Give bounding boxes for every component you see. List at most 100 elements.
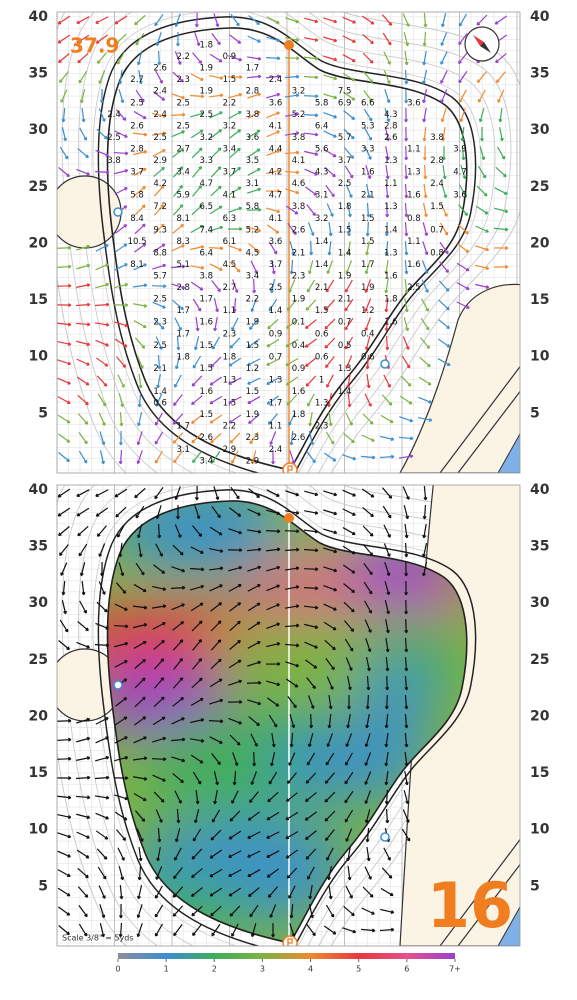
slope-arrow xyxy=(404,88,409,104)
slope-value: 2.1 xyxy=(315,283,329,293)
slope-arrow xyxy=(193,809,200,824)
slope-arrow xyxy=(79,89,86,104)
slope-arrow xyxy=(494,187,508,195)
slope-arrow xyxy=(285,490,300,497)
slope-arrow xyxy=(190,281,204,291)
slope-arrow xyxy=(209,395,223,405)
slope-arrow xyxy=(404,713,409,729)
slope-arrow xyxy=(94,302,110,307)
slope-arrow xyxy=(213,486,220,501)
slope-arrow xyxy=(460,165,467,180)
slope-arrow xyxy=(60,89,68,103)
slope-arrow xyxy=(344,165,354,179)
slope-value: 7.4 xyxy=(200,225,214,235)
slope-arrow xyxy=(309,713,314,729)
slope-value: 1.8 xyxy=(223,352,237,362)
slope-arrow xyxy=(134,677,146,689)
slope-arrow xyxy=(404,107,409,123)
slope-arrow xyxy=(459,184,468,198)
slope-arrow xyxy=(304,17,319,24)
slope-value: 1.3 xyxy=(269,375,283,385)
slope-arrow xyxy=(384,713,389,729)
slope-arrow xyxy=(76,358,90,366)
slope-arrow xyxy=(383,543,391,557)
slope-value: 5.2 xyxy=(246,225,260,235)
slope-arrow xyxy=(404,675,409,691)
slope-arrow xyxy=(170,112,186,117)
slope-arrow xyxy=(210,129,223,139)
slope-arrow xyxy=(265,188,281,193)
slope-arrow xyxy=(229,639,241,650)
slope-arrow xyxy=(442,164,447,180)
slope-value: 4.2 xyxy=(153,179,167,189)
slope-arrow xyxy=(133,319,147,329)
slope-arrow xyxy=(327,866,332,881)
slope-arrow xyxy=(307,260,314,275)
path-line xyxy=(439,365,520,473)
slope-arrow xyxy=(209,526,223,536)
slope-arrow xyxy=(76,283,91,288)
slope-arrow xyxy=(323,452,337,462)
slope-arrow xyxy=(364,127,372,141)
slope-value: 0.7 xyxy=(269,352,283,362)
slope-arrow xyxy=(271,449,276,465)
slope-arrow xyxy=(343,128,355,140)
slope-arrow xyxy=(265,56,281,61)
slope-value: 2.4 xyxy=(269,445,283,455)
slope-value: 1.8 xyxy=(384,295,398,305)
slope-arrow xyxy=(345,412,353,426)
slope-arrow xyxy=(360,455,376,460)
slope-arrow xyxy=(77,886,89,898)
slope-arrow xyxy=(115,506,127,518)
slope-arrow xyxy=(171,756,186,763)
slope-arrow xyxy=(306,924,316,937)
slope-arrow xyxy=(326,847,334,861)
entry-icon xyxy=(287,938,293,946)
slope-arrow xyxy=(364,317,371,332)
slope-arrow xyxy=(114,794,129,801)
slope-value: 0.4 xyxy=(292,341,306,351)
slope-value: 2.6 xyxy=(200,433,214,443)
slope-arrow xyxy=(231,923,239,937)
slope-arrow xyxy=(365,827,370,843)
slope-arrow xyxy=(213,13,220,28)
slope-arrow xyxy=(385,675,390,691)
slope-value: 0.9 xyxy=(223,52,237,62)
slope-arrow xyxy=(210,147,222,159)
slope-arrow xyxy=(190,224,204,234)
slope-arrow xyxy=(76,16,90,24)
slope-arrow xyxy=(94,170,110,175)
slope-arrow xyxy=(95,812,109,820)
slope-arrow xyxy=(345,355,353,369)
slope-arrow xyxy=(306,451,316,464)
slope-arrow xyxy=(325,904,335,918)
slope-arrow xyxy=(400,375,412,387)
slope-arrow xyxy=(114,755,129,762)
slope-arrow xyxy=(172,148,185,158)
slope-arrow xyxy=(116,356,127,368)
slope-arrow xyxy=(211,506,221,519)
slope-arrow xyxy=(363,90,373,103)
slope-arrow xyxy=(284,529,300,534)
slope-arrow xyxy=(247,584,261,592)
slope-arrow xyxy=(266,16,280,24)
slope-arrow xyxy=(266,36,281,43)
color-bar xyxy=(118,953,455,959)
slope-arrow xyxy=(192,298,202,312)
slope-value: 2.3 xyxy=(153,318,167,328)
slope-arrow xyxy=(266,697,280,707)
slope-arrow xyxy=(209,736,223,744)
slope-arrow xyxy=(404,240,409,256)
slope-arrow xyxy=(133,110,147,120)
slope-arrow xyxy=(305,186,318,196)
slope-value: 3.2 xyxy=(200,133,214,143)
slope-arrow xyxy=(134,658,146,669)
slope-arrow xyxy=(229,337,241,349)
slope-value: 3.1 xyxy=(315,191,329,201)
slope-arrow xyxy=(152,301,166,309)
slope-arrow xyxy=(135,562,145,576)
y-axis-label: 20 xyxy=(29,708,49,724)
slope-arrow xyxy=(153,639,165,651)
slope-arrow xyxy=(362,52,374,64)
slope-value: 8.4 xyxy=(130,214,144,224)
